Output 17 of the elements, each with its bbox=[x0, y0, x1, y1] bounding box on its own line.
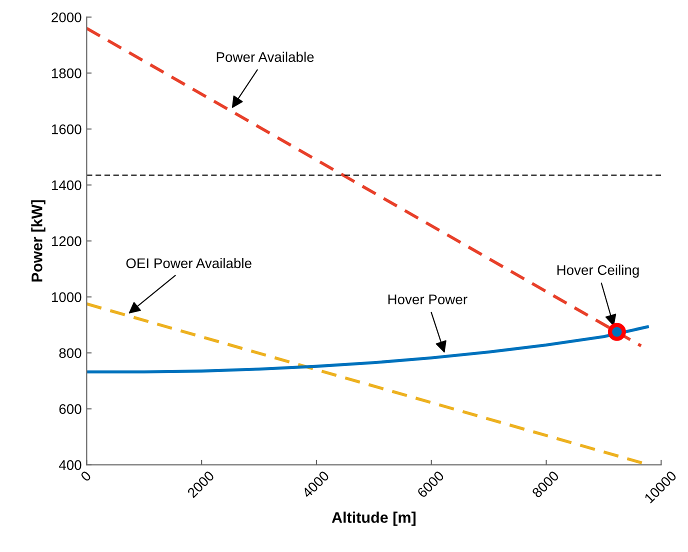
annotation: Hover Ceiling bbox=[557, 264, 639, 278]
y-tick-label: 1400 bbox=[52, 180, 82, 190]
x-axis-title: Altitude [m] bbox=[332, 512, 416, 526]
y-tick-label: 1000 bbox=[52, 292, 82, 302]
y-axis-title: Power [kW] bbox=[31, 200, 46, 282]
y-tick-label: 600 bbox=[59, 404, 82, 414]
y-tick-label: 1600 bbox=[52, 124, 82, 134]
y-tick-label: 800 bbox=[59, 348, 82, 358]
y-tick-label: 2000 bbox=[52, 12, 82, 22]
annotation: OEI Power Available bbox=[126, 258, 252, 268]
annotation: Power Available bbox=[216, 52, 314, 62]
line-series bbox=[86, 325, 649, 374]
y-tick-label: 1800 bbox=[52, 68, 82, 78]
x-tick-label: 0 bbox=[80, 470, 92, 482]
y-tick-label: 1200 bbox=[52, 236, 82, 246]
annotation: Hover Power bbox=[388, 294, 468, 304]
y-tick-label: 400 bbox=[58, 460, 82, 470]
